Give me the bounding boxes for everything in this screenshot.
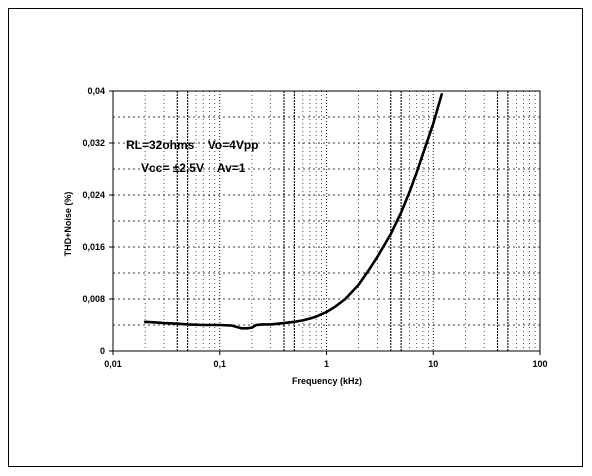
x-tick-label: 1 [324,359,329,369]
x-tick-label: 0,01 [104,359,122,369]
y-tick-label: 0,04 [87,86,105,96]
y-tick-label: 0,024 [82,190,105,200]
chart-frame [8,8,583,467]
x-axis-label: Frequency (kHz) [292,376,362,386]
tick-labels: 0,01 0,1 1 10 100 0 0,008 0,016 0,024 0,032 0,04 [82,86,547,369]
y-tick-label: 0,016 [82,242,105,252]
y-tick-label: 0 [100,346,105,356]
x-tick-label: 0,1 [213,359,226,369]
annotation-load: RL=32ohms Vo=4Vpp [126,138,258,152]
y-tick-label: 0,008 [82,294,105,304]
grid [113,91,540,351]
y-axis-label: THD+Noise (%) [63,192,73,257]
y-tick-label: 0,032 [82,138,105,148]
annotation-supply: Vcc= ±2.5V Av=1 [141,161,246,175]
series-line [143,93,443,330]
x-tick-label: 10 [428,359,438,369]
x-tick-label: 100 [532,359,547,369]
